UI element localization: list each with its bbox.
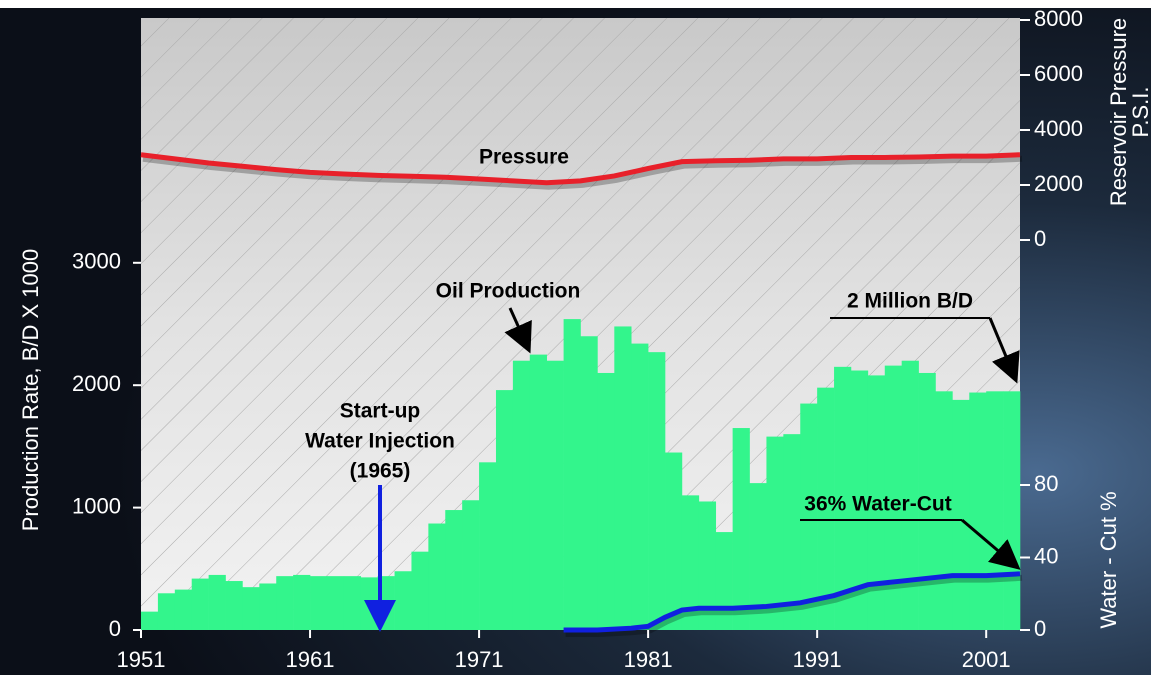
y2-tick-label: 4000 <box>1034 116 1083 141</box>
y2-tick-label: 8000 <box>1034 6 1083 31</box>
series-label: Oil Production <box>436 280 581 303</box>
y3-tick-label: 80 <box>1034 471 1058 496</box>
bar <box>834 366 852 630</box>
bar <box>850 370 869 630</box>
watercut-arrow <box>961 518 1021 570</box>
bar <box>648 352 666 630</box>
bar <box>208 574 226 630</box>
bar <box>952 399 970 630</box>
bar <box>445 510 463 630</box>
x-tick-label: 1961 <box>286 647 335 672</box>
x-tick-label: 1981 <box>624 647 673 672</box>
y2-tick-label: 6000 <box>1034 61 1083 86</box>
bar <box>479 462 497 630</box>
bar <box>546 360 564 630</box>
y-axis-label: Production Rate, B/D X 1000 <box>18 249 43 532</box>
line-shadow <box>142 155 1023 190</box>
bar <box>715 532 733 630</box>
bar <box>800 403 818 630</box>
bar <box>174 589 193 630</box>
bar <box>918 372 936 630</box>
y-tick-label: 1000 <box>72 493 121 518</box>
bar <box>293 574 311 630</box>
bar <box>259 583 277 630</box>
bar <box>310 576 328 630</box>
bar <box>512 360 531 630</box>
bar <box>394 571 412 630</box>
line <box>563 571 1021 633</box>
bar <box>360 577 378 630</box>
bar <box>242 587 260 630</box>
bar <box>580 336 598 630</box>
x-tick-label: 1951 <box>117 647 166 672</box>
bar <box>698 501 717 630</box>
y2-axis-label: Reservoir Pressure <box>1106 18 1131 206</box>
y2-tick-label: 0 <box>1034 226 1046 251</box>
x-tick-label: 2001 <box>962 647 1011 672</box>
bar <box>225 581 243 630</box>
annotation: Start-up <box>340 400 421 423</box>
bar <box>867 375 886 630</box>
bar <box>191 578 209 630</box>
bar <box>749 483 767 630</box>
y-tick-label: 2000 <box>72 371 121 396</box>
bar <box>529 354 547 630</box>
bar <box>411 551 429 630</box>
bar <box>732 428 750 630</box>
annotation: 36% Water-Cut <box>804 493 951 516</box>
bar <box>462 500 480 630</box>
line <box>140 152 1021 186</box>
bar <box>901 360 919 630</box>
bar <box>141 611 159 630</box>
y3-tick-label: 0 <box>1034 616 1046 641</box>
annotation: Water Injection <box>305 430 455 453</box>
bar <box>614 326 632 630</box>
bar <box>681 495 700 630</box>
bar <box>495 390 514 630</box>
million-arrow <box>988 317 1020 384</box>
bar <box>884 365 902 630</box>
bar <box>428 523 446 630</box>
bar <box>276 576 294 630</box>
x-tick-label: 1991 <box>793 647 842 672</box>
bar <box>935 391 953 630</box>
y-tick-label: 3000 <box>72 249 121 274</box>
bar <box>665 452 683 630</box>
y-tick-label: 0 <box>109 616 121 641</box>
bar <box>563 319 581 630</box>
x-tick-label: 1971 <box>455 647 504 672</box>
annotation: (1965) <box>350 460 411 483</box>
series-label: Pressure <box>479 146 569 169</box>
bar <box>783 434 801 630</box>
bar <box>157 593 176 630</box>
y3-axis-label: Water - Cut % <box>1096 491 1121 628</box>
bar <box>986 391 1004 630</box>
y2-axis-label: P.S.I. <box>1128 87 1151 138</box>
bar <box>766 436 784 630</box>
bar <box>817 387 835 630</box>
top-strip <box>0 0 1151 8</box>
bar <box>597 372 615 630</box>
y3-tick-label: 40 <box>1034 543 1058 568</box>
bar <box>343 576 362 630</box>
y2-tick-label: 2000 <box>1034 171 1083 196</box>
bar <box>631 343 649 630</box>
bar <box>326 576 345 630</box>
annotation: 2 Million B/D <box>847 290 973 313</box>
bar <box>1003 391 1021 630</box>
oil-arrow <box>504 307 532 354</box>
bar <box>969 392 987 630</box>
